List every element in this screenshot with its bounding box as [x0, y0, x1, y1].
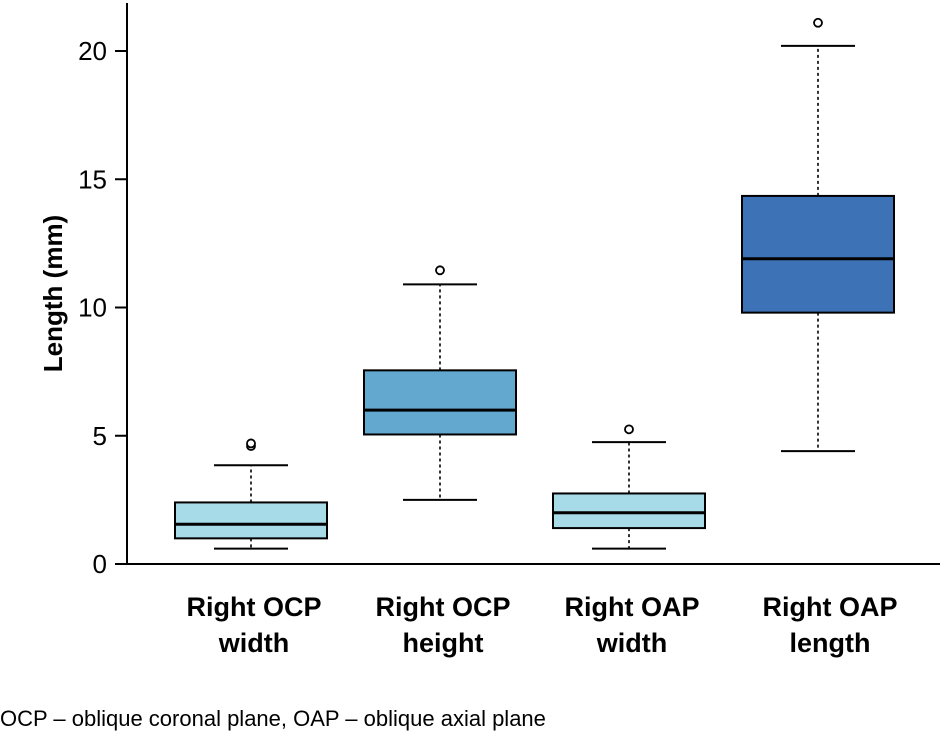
outlier-point: [624, 424, 634, 435]
x-category-label: Right OAP: [763, 592, 898, 622]
outlier-point: [435, 265, 445, 276]
x-category-label: width: [596, 628, 667, 658]
y-tick-label: 20: [78, 36, 107, 66]
outlier-point: [813, 17, 823, 28]
labels: 0 5 10 15 20 Length (mm) Right OCP width Right O…: [38, 36, 898, 658]
x-category-label: Right OCP: [187, 592, 322, 622]
boxes: [174, 17, 895, 550]
y-axis-title: Length (mm): [38, 215, 68, 372]
box-iqr: [552, 492, 706, 530]
axes: [115, 3, 940, 565]
y-tick-label: 0: [93, 549, 107, 579]
box-iqr: [363, 369, 517, 436]
box-3: [552, 424, 706, 550]
x-category-label: width: [218, 628, 289, 658]
box-plot-chart: 0 5 10 15 20 Length (mm) Right OCP width Right O…: [38, 3, 940, 658]
y-tick-label: 10: [78, 293, 107, 323]
x-category-label: Right OCP: [376, 592, 511, 622]
y-tick-label: 15: [78, 164, 107, 194]
box-2: [363, 265, 517, 501]
box-iqr: [741, 194, 895, 314]
box-4: [741, 17, 895, 453]
outlier-point: [246, 438, 256, 449]
footnote: OCP – oblique coronal plane, OAP – obliq…: [0, 706, 546, 731]
x-category-label: height: [403, 628, 484, 658]
box-iqr: [174, 501, 328, 540]
x-category-label: length: [790, 628, 871, 658]
x-category-label: Right OAP: [565, 592, 700, 622]
box-1: [174, 438, 328, 550]
y-tick-label: 5: [93, 421, 107, 451]
